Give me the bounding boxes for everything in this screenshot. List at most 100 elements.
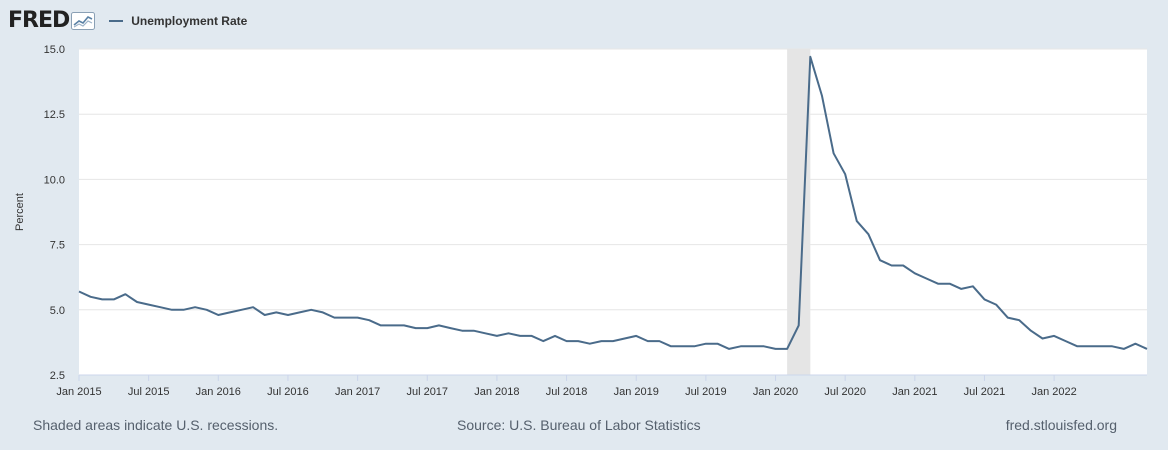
data-point[interactable] (877, 257, 883, 263)
data-point[interactable] (215, 312, 221, 318)
data-point[interactable] (1086, 343, 1092, 349)
data-point[interactable] (111, 296, 117, 302)
data-point[interactable] (1098, 343, 1104, 349)
data-point[interactable] (633, 333, 639, 339)
data-point[interactable] (598, 338, 604, 344)
data-point[interactable] (413, 325, 419, 331)
data-point[interactable] (1016, 317, 1022, 323)
data-point[interactable] (378, 322, 384, 328)
data-point[interactable] (180, 307, 186, 313)
data-point[interactable] (726, 346, 732, 352)
data-point[interactable] (273, 309, 279, 315)
data-point[interactable] (471, 328, 477, 334)
data-point[interactable] (691, 343, 697, 349)
data-point[interactable] (366, 317, 372, 323)
data-point[interactable] (912, 270, 918, 276)
data-point[interactable] (88, 294, 94, 300)
data-point[interactable] (320, 309, 326, 315)
data-point[interactable] (331, 315, 337, 321)
data-point[interactable] (529, 333, 535, 339)
data-point[interactable] (900, 262, 906, 268)
recession-note: Shaded areas indicate U.S. recessions. (33, 417, 279, 433)
data-point[interactable] (1028, 328, 1034, 334)
data-point[interactable] (308, 307, 314, 313)
data-point[interactable] (610, 338, 616, 344)
data-point[interactable] (204, 307, 210, 313)
unemployment-rate-line[interactable] (78, 55, 1148, 350)
data-point[interactable] (1051, 333, 1057, 339)
data-point[interactable] (134, 299, 140, 305)
data-point[interactable] (169, 307, 175, 313)
fred-logo[interactable]: FRED (8, 10, 96, 32)
data-point[interactable] (436, 322, 442, 328)
data-point[interactable] (1005, 315, 1011, 321)
data-point[interactable] (1063, 338, 1069, 344)
data-point[interactable] (970, 283, 976, 289)
data-point[interactable] (587, 341, 593, 347)
data-point[interactable] (831, 150, 837, 156)
data-point[interactable] (889, 262, 895, 268)
data-point[interactable] (645, 338, 651, 344)
data-point[interactable] (540, 338, 546, 344)
data-point[interactable] (784, 346, 790, 352)
data-point[interactable] (564, 338, 570, 344)
data-point[interactable] (1040, 335, 1046, 341)
data-point[interactable] (761, 343, 767, 349)
data-point[interactable] (157, 304, 163, 310)
data-point[interactable] (517, 333, 523, 339)
data-point[interactable] (1074, 343, 1080, 349)
data-point[interactable] (923, 276, 929, 282)
site-link[interactable]: fred.stlouisfed.org (1005, 417, 1117, 433)
data-point[interactable] (622, 335, 628, 341)
data-point[interactable] (262, 312, 268, 318)
data-point[interactable] (819, 93, 825, 99)
data-point[interactable] (239, 307, 245, 313)
data-point[interactable] (76, 289, 82, 295)
data-point[interactable] (459, 328, 465, 334)
data-point[interactable] (297, 309, 303, 315)
data-point[interactable] (842, 171, 848, 177)
data-point[interactable] (575, 338, 581, 344)
data-point[interactable] (796, 322, 802, 328)
data-point[interactable] (424, 325, 430, 331)
data-point[interactable] (749, 343, 755, 349)
data-point[interactable] (1109, 343, 1115, 349)
data-point[interactable] (680, 343, 686, 349)
data-point[interactable] (668, 343, 674, 349)
data-point[interactable] (1121, 346, 1127, 352)
data-point[interactable] (981, 296, 987, 302)
data-point[interactable] (703, 341, 709, 347)
data-point[interactable] (401, 322, 407, 328)
data-point[interactable] (738, 343, 744, 349)
data-point[interactable] (146, 302, 152, 308)
x-tick-label: Jul 2016 (267, 386, 309, 398)
data-point[interactable] (285, 312, 291, 318)
data-point[interactable] (854, 218, 860, 224)
data-point[interactable] (122, 291, 128, 297)
data-point[interactable] (714, 341, 720, 347)
data-point[interactable] (865, 231, 871, 237)
data-point[interactable] (506, 330, 512, 336)
data-point[interactable] (656, 338, 662, 344)
data-point[interactable] (935, 281, 941, 287)
data-point[interactable] (947, 281, 953, 287)
data-point[interactable] (250, 304, 256, 310)
data-point[interactable] (447, 325, 453, 331)
x-tick-label: Jan 2020 (753, 386, 798, 398)
data-point[interactable] (807, 54, 813, 60)
data-point[interactable] (1144, 346, 1150, 352)
data-point[interactable] (99, 296, 105, 302)
data-point[interactable] (958, 286, 964, 292)
data-point[interactable] (389, 322, 395, 328)
data-point[interactable] (552, 333, 558, 339)
data-point[interactable] (192, 304, 198, 310)
data-point[interactable] (1132, 341, 1138, 347)
data-point[interactable] (355, 315, 361, 321)
data-point[interactable] (993, 302, 999, 308)
data-point[interactable] (343, 315, 349, 321)
data-point[interactable] (773, 346, 779, 352)
data-point[interactable] (482, 330, 488, 336)
x-tick-label: Jan 2019 (614, 386, 659, 398)
data-point[interactable] (227, 309, 233, 315)
data-point[interactable] (494, 333, 500, 339)
